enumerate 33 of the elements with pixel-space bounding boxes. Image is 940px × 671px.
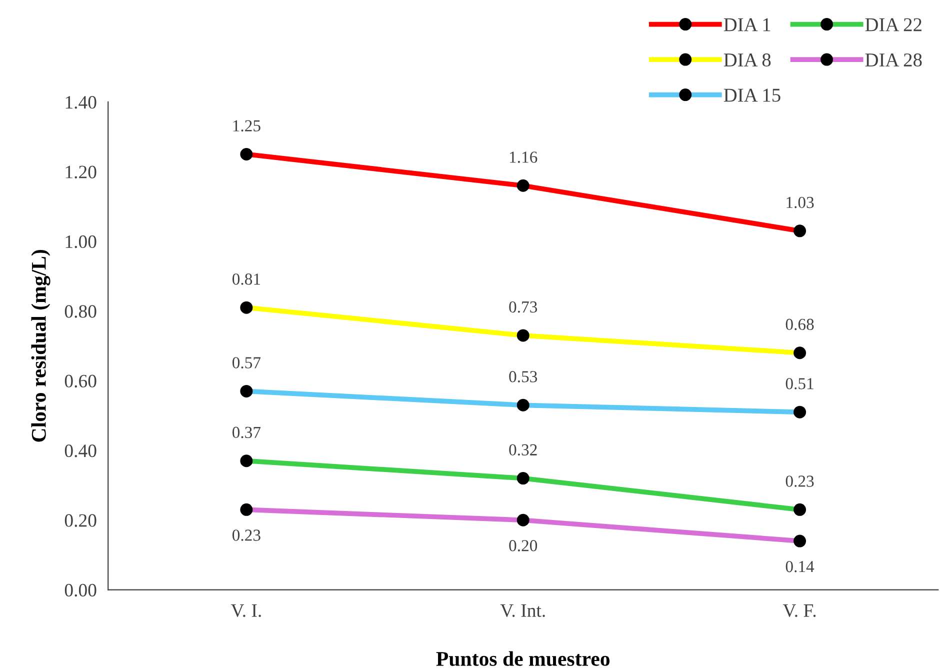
y-tick-label: 0.60 [64,374,96,388]
x-axis-title: Puntos de muestreo [436,651,610,666]
data-label: 0.73 [509,301,538,313]
x-tick-label: V. F. [782,604,816,617]
data-label: 0.68 [786,318,814,330]
data-label: 0.51 [786,378,814,390]
y-tick-label: 1.00 [66,235,96,248]
legend-label: DIA 8 [724,53,771,67]
legend-label: DIA 22 [865,18,922,32]
legend-label: DIA 28 [865,53,922,67]
data-label: 0.53 [509,371,538,382]
y-axis-title: Cloro residual (mg/L) [31,250,50,442]
y-tick-label: 0.40 [64,444,96,458]
data-label: 0.14 [786,560,814,572]
y-tick-label: 1.40 [66,96,96,109]
y-tick-label: 0.80 [64,305,96,318]
legend-label: DIA 15 [724,88,780,102]
data-label: 0.32 [509,444,537,456]
data-label: 0.23 [786,476,814,487]
data-label: 0.81 [232,273,260,285]
y-tick-label: 0.00 [64,584,96,597]
data-label: 1.03 [786,196,814,208]
y-tick-label: 1.20 [66,166,96,178]
data-label: 0.37 [232,426,261,438]
legend-label: DIA 1 [724,18,770,32]
data-label: 1.25 [233,120,260,132]
x-tick-label: V. Int. [500,604,545,617]
data-label: 0.23 [232,530,260,541]
data-label: 0.57 [232,357,261,368]
data-label: 0.20 [509,540,538,552]
x-tick-label: V. I. [230,604,261,617]
data-label: 1.16 [510,152,538,163]
y-tick-label: 0.20 [64,514,96,527]
